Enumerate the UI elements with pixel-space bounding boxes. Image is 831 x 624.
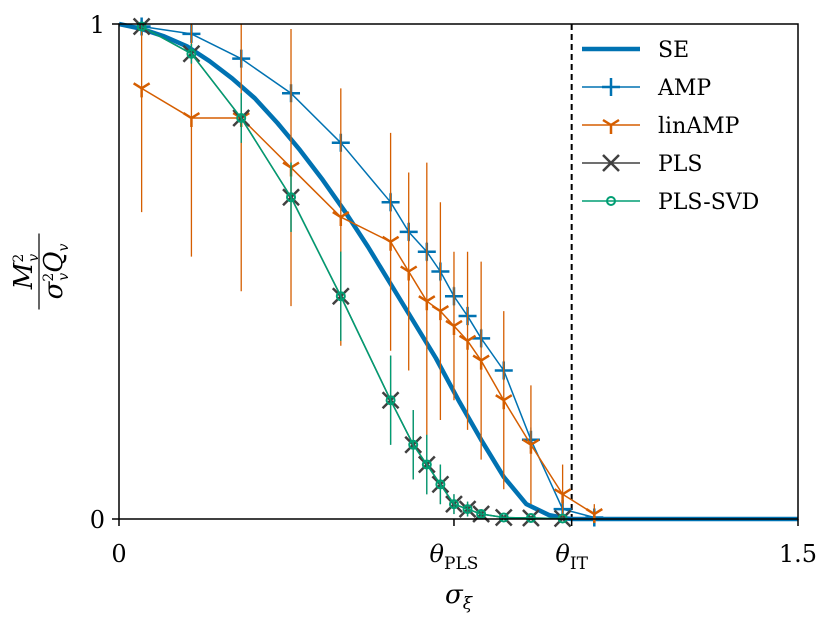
line-pls-svd: [141, 25, 563, 520]
point-linamp-8: [431, 305, 450, 321]
point-pls-svd-0: [136, 21, 147, 32]
point-linamp-11: [472, 354, 490, 370]
x-axis-label: σξ: [445, 580, 474, 614]
y-num-sub: v: [26, 254, 42, 262]
x-tick-label-1: θPLS: [430, 540, 479, 574]
series-pls: [132, 17, 572, 528]
legend-label-linamp: linAMP: [658, 114, 740, 139]
point-pls-svd-1: [186, 48, 197, 59]
point-linamp-0: [132, 82, 151, 98]
point-linamp-10: [458, 334, 477, 350]
x-axis-label-sub: ξ: [463, 594, 474, 614]
point-linamp-5: [381, 235, 400, 251]
series-pls-svd: [136, 21, 568, 524]
y-tick-label-0: 0: [90, 506, 105, 534]
series-layer: [118, 17, 798, 528]
legend-marker-amp: [602, 78, 620, 96]
y-den-sub: v: [56, 273, 72, 281]
point-linamp-4: [332, 210, 350, 227]
y-axis-label: M2v σ2vQv: [9, 233, 72, 310]
y-axis-label-numerator: M2v: [9, 254, 42, 291]
line-pls: [141, 25, 563, 520]
point-pls-svd-6: [408, 439, 419, 450]
x-tick-label-0: 0: [111, 540, 126, 568]
legend-marker-linamp: [602, 118, 620, 134]
point-pls-svd-12: [498, 512, 509, 523]
y-den-tail: Q: [39, 252, 69, 273]
legend-label-se: SE: [658, 38, 689, 63]
y-den-main: σ: [39, 280, 69, 299]
point-pls-svd-5: [385, 395, 396, 406]
plot-frame: [118, 23, 799, 520]
legend-label-pls: PLS: [658, 152, 702, 177]
point-pls-svd-11: [476, 509, 487, 520]
legend-label-amp: AMP: [657, 76, 711, 101]
point-pls-svd-10: [462, 504, 473, 515]
point-pls-svd-8: [435, 479, 446, 490]
y-tick-label-1: 1: [90, 11, 105, 39]
point-pls-svd-2: [236, 113, 247, 124]
x-tick-label-3: 1.5: [779, 540, 817, 568]
line-linamp: [141, 87, 595, 515]
point-pls-svd-7: [421, 459, 432, 470]
ticks-layer: 0 θPLS θIT 1.5 0 1: [90, 11, 817, 574]
y-num-sup: 2: [11, 254, 27, 263]
point-linamp-9: [445, 319, 463, 335]
point-linamp-7: [418, 295, 436, 311]
legend-label-pls-svd: PLS-SVD: [658, 190, 759, 215]
point-pls-svd-13: [525, 513, 536, 524]
y-den-sup: 2: [41, 273, 57, 282]
point-linamp-1: [182, 111, 201, 128]
point-pls-svd-4: [335, 291, 346, 302]
series-linamp: [132, 24, 603, 524]
line-amp: [141, 25, 595, 519]
y-axis-label-denominator: σ2vQv: [39, 244, 72, 300]
point-linamp-13: [522, 438, 540, 454]
x-axis-label-main: σ: [445, 580, 464, 610]
legend-marker-pls-svd: [606, 196, 616, 206]
point-linamp-6: [400, 265, 418, 281]
point-pls-svd-3: [286, 192, 297, 203]
point-pls-svd-9: [448, 499, 459, 510]
point-linamp-14: [553, 488, 572, 504]
y-num-main: M: [9, 261, 39, 290]
x-tick-label-2: θIT: [555, 540, 588, 574]
point-linamp-12: [495, 394, 513, 410]
y-den-tail-sub: v: [56, 244, 72, 252]
legend: SE AMP linAMP PLS PLS-SVD: [582, 38, 759, 215]
legend-marker-pls: [602, 154, 620, 172]
series-amp: [132, 17, 604, 527]
